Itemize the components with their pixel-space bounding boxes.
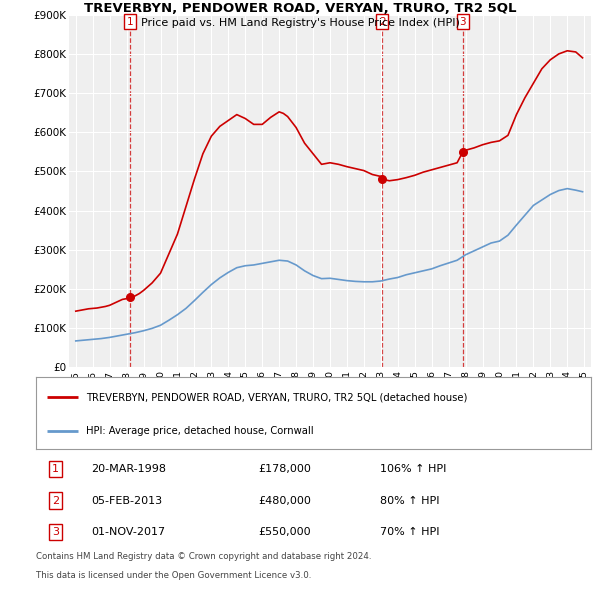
Text: TREVERBYN, PENDOWER ROAD, VERYAN, TRURO, TR2 5QL: TREVERBYN, PENDOWER ROAD, VERYAN, TRURO,… [84, 2, 516, 15]
Text: 1: 1 [127, 17, 134, 27]
Text: 3: 3 [52, 527, 59, 537]
Text: 05-FEB-2013: 05-FEB-2013 [92, 496, 163, 506]
Text: 3: 3 [460, 17, 466, 27]
Text: HPI: Average price, detached house, Cornwall: HPI: Average price, detached house, Corn… [86, 426, 314, 436]
Text: TREVERBYN, PENDOWER ROAD, VERYAN, TRURO, TR2 5QL (detached house): TREVERBYN, PENDOWER ROAD, VERYAN, TRURO,… [86, 392, 467, 402]
Text: Price paid vs. HM Land Registry's House Price Index (HPI): Price paid vs. HM Land Registry's House … [140, 18, 460, 28]
Text: Contains HM Land Registry data © Crown copyright and database right 2024.: Contains HM Land Registry data © Crown c… [36, 552, 371, 561]
Text: 1: 1 [52, 464, 59, 474]
Text: 80% ↑ HPI: 80% ↑ HPI [380, 496, 440, 506]
Text: This data is licensed under the Open Government Licence v3.0.: This data is licensed under the Open Gov… [36, 571, 311, 581]
Text: 106% ↑ HPI: 106% ↑ HPI [380, 464, 446, 474]
Text: £178,000: £178,000 [258, 464, 311, 474]
Text: £480,000: £480,000 [258, 496, 311, 506]
Text: 20-MAR-1998: 20-MAR-1998 [92, 464, 167, 474]
Text: 01-NOV-2017: 01-NOV-2017 [92, 527, 166, 537]
Text: £550,000: £550,000 [258, 527, 311, 537]
Text: 2: 2 [52, 496, 59, 506]
Text: 2: 2 [379, 17, 386, 27]
Text: 70% ↑ HPI: 70% ↑ HPI [380, 527, 440, 537]
